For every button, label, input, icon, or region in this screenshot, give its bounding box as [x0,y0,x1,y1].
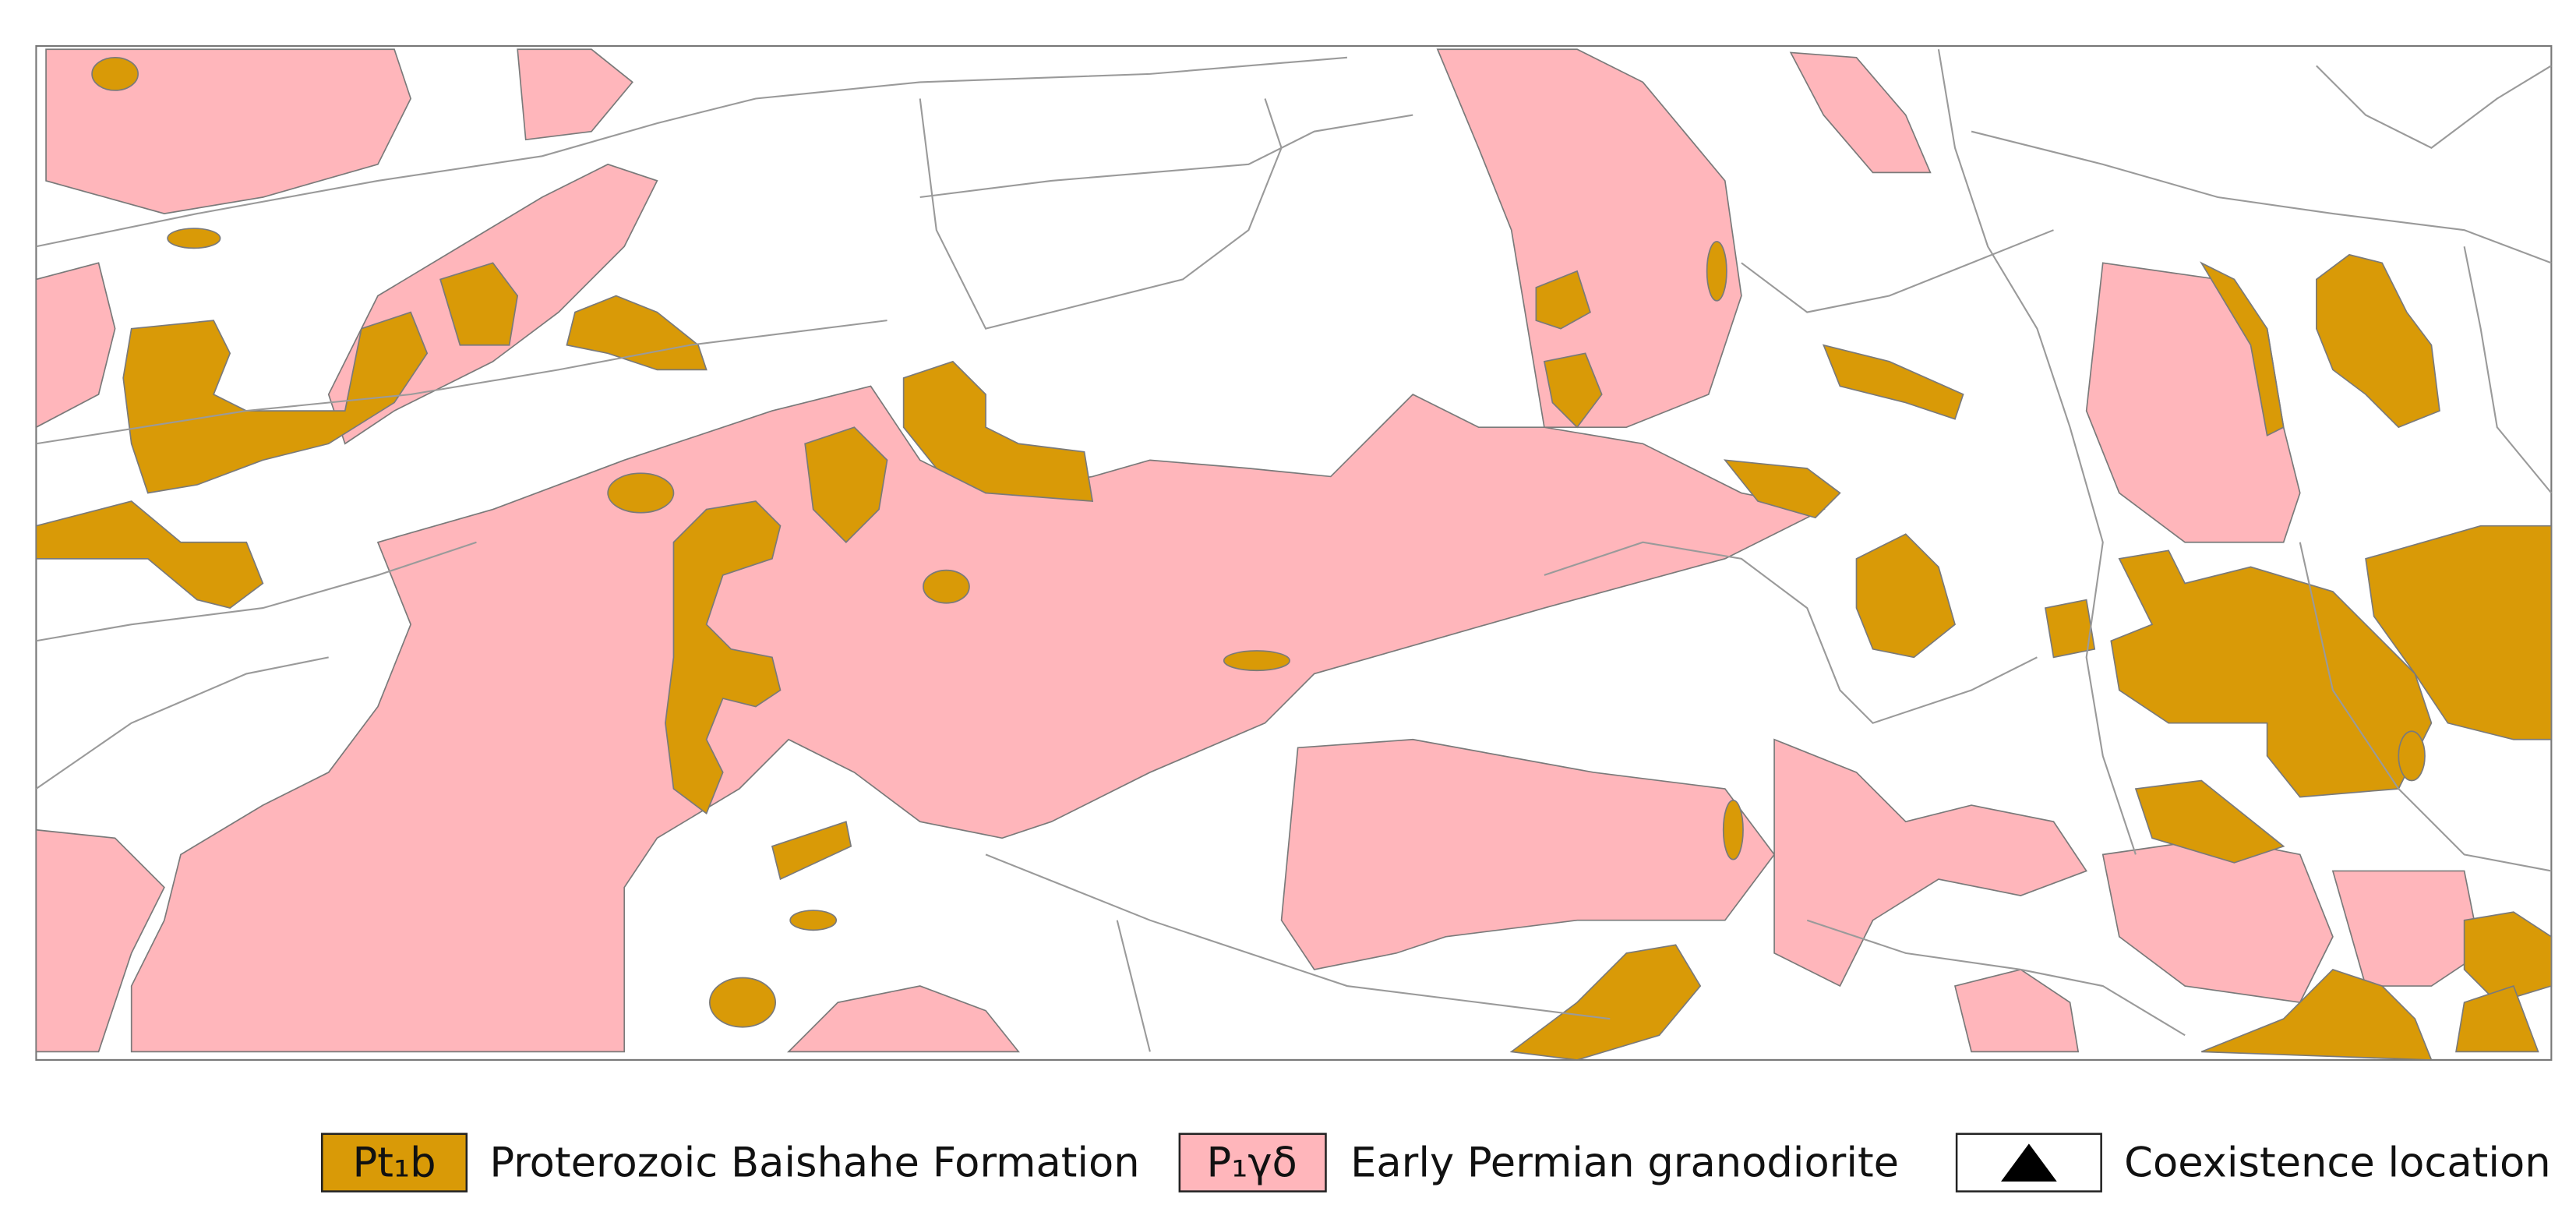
granodiorite-area [787,985,1020,1053]
boundary-line [2463,246,2553,494]
baishahe-area [804,426,888,543]
granodiorite-area [35,829,165,1053]
baishahe-area [2316,253,2440,429]
baishahe-area [1822,344,1964,420]
baishahe-area [1723,459,1841,519]
boundary-line [2299,542,2552,872]
boundary-line [36,320,887,445]
boundary-line [1806,919,2186,1037]
legend-label: Early Permian granodiorite [1350,1139,1899,1186]
boundary-line [2316,65,2552,149]
baishahe-area [2455,984,2539,1053]
granodiorite-area [517,48,633,141]
boundary-line [1971,130,2552,264]
legend-symbol: P₁γδ [1206,1139,1297,1186]
boundary-line [919,114,1413,199]
baishahe-area [2110,549,2433,798]
baishahe-area [1509,944,1702,1061]
granodiorite-area [35,262,116,429]
granodiorite-area [1436,48,1742,429]
baishahe-area [167,228,221,249]
legend-symbol: Pt₁b [353,1139,436,1186]
baishahe-area [35,500,264,610]
baishahe-area [1535,270,1591,330]
granodiorite-areas [35,48,2482,1053]
baishahe-area [2200,261,2285,436]
boundary-line [1741,229,2054,313]
boundary-lines [35,49,2553,1052]
baishahe-area [2365,525,2553,740]
baishahe-area [2200,968,2433,1061]
baishahe-area [607,472,675,514]
boundary-line [919,98,1283,330]
boundary-line [36,541,477,642]
granodiorite-area [1953,969,2080,1053]
baishahe-area [91,56,139,91]
granodiorite-area [1773,738,2087,988]
baishahe-area [2463,911,2553,1004]
granodiorite-area [2331,870,2482,987]
baishahe-area [1706,241,1727,302]
baishahe-area [902,360,1094,502]
granodiorite-area [45,48,412,214]
baishahe-area [1722,799,1744,860]
baishahe-area [665,500,782,814]
baishahe-area [1223,650,1290,672]
triangle-symbol [2001,1143,2057,1182]
baishahe-area [2044,599,2096,659]
baishahe-area [439,262,519,346]
baishahe-area [2398,730,2426,782]
baishahe-area [709,977,777,1028]
boundary-line [1937,49,2137,855]
legend-label: Coexistence location [2124,1139,2550,1186]
baishahe-area [122,311,429,494]
legend: Pt₁b Proterozoic Baishahe Formation P₁γδ… [321,1132,2551,1192]
boundary-line [1544,541,2038,724]
granodiorite-area [1789,51,1932,174]
baishahe-areas [35,56,2553,1061]
baishahe-area [923,569,970,604]
legend-label: Proterozoic Baishahe Formation [489,1139,1139,1186]
boundary-line [35,656,329,790]
baishahe-area [1543,352,1603,429]
boundary-line [1116,920,1151,1052]
baishahe-area [2134,779,2285,864]
baishahe-area [1855,533,1956,659]
baishahe-area [566,295,708,371]
boundary-line [36,56,1347,248]
baishahe-area [789,910,838,931]
boundary-line [985,853,1611,1020]
granodiorite-area [1280,738,1776,970]
map [35,44,2553,1061]
legend-swatch [321,1132,468,1192]
baishahe-area [771,821,852,881]
legend-swatch [1178,1132,1327,1192]
